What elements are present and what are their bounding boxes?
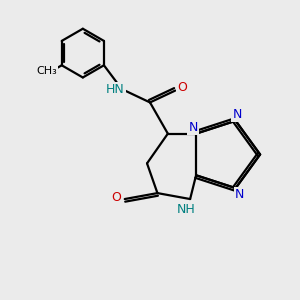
- Text: N: N: [235, 188, 244, 201]
- Text: O: O: [177, 81, 187, 94]
- Text: HN: HN: [106, 82, 124, 96]
- Text: NH: NH: [176, 203, 195, 216]
- Text: O: O: [112, 191, 122, 204]
- Text: N: N: [188, 121, 198, 134]
- Text: CH₃: CH₃: [36, 66, 57, 76]
- Text: N: N: [232, 108, 242, 121]
